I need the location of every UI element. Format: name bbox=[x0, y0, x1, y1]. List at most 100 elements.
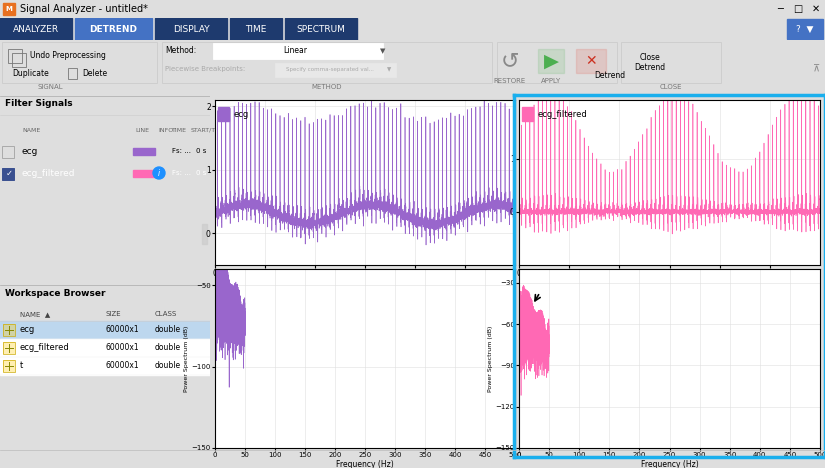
Bar bbox=[0, 321, 210, 339]
Text: Filter Signals: Filter Signals bbox=[5, 98, 73, 108]
Text: DISPLAY: DISPLAY bbox=[172, 24, 210, 34]
Bar bbox=[155, 18, 227, 40]
Text: Duplicate: Duplicate bbox=[12, 70, 49, 79]
Text: Signal Analyzer - untitled*: Signal Analyzer - untitled* bbox=[20, 4, 148, 14]
Bar bbox=[133, 148, 155, 155]
Text: double: double bbox=[155, 344, 182, 352]
Bar bbox=[787, 19, 823, 39]
Text: 0 s: 0 s bbox=[196, 170, 206, 176]
X-axis label: Time (s): Time (s) bbox=[350, 279, 380, 289]
Text: □: □ bbox=[794, 4, 803, 14]
Text: METHOD: METHOD bbox=[312, 84, 342, 90]
Bar bbox=[202, 224, 207, 244]
Text: ⊼: ⊼ bbox=[813, 63, 820, 73]
Bar bbox=[213, 43, 383, 59]
Bar bbox=[3, 342, 15, 354]
Text: CLOSE: CLOSE bbox=[660, 84, 682, 90]
Text: NAME: NAME bbox=[22, 127, 40, 132]
X-axis label: Frequency (Hz): Frequency (Hz) bbox=[336, 460, 394, 468]
Text: ✓: ✓ bbox=[6, 168, 12, 177]
X-axis label: Time (s): Time (s) bbox=[654, 279, 685, 289]
Text: Detrend: Detrend bbox=[634, 64, 666, 73]
Bar bbox=[2, 168, 14, 180]
Text: Close: Close bbox=[639, 53, 660, 63]
Text: ↺: ↺ bbox=[501, 51, 519, 71]
Bar bbox=[75, 18, 152, 40]
Text: ecg_filtered: ecg_filtered bbox=[537, 110, 587, 118]
Circle shape bbox=[153, 167, 165, 179]
Text: 60000x1: 60000x1 bbox=[105, 326, 139, 335]
Bar bbox=[0, 357, 210, 375]
Text: ANALYZER: ANALYZER bbox=[13, 24, 59, 34]
Bar bbox=[0, 18, 72, 40]
Text: ▼: ▼ bbox=[387, 67, 391, 73]
Bar bbox=[275, 63, 385, 77]
Text: ecg: ecg bbox=[22, 146, 39, 155]
Bar bbox=[162, 42, 492, 83]
Bar bbox=[0, 339, 210, 357]
Bar bbox=[522, 107, 533, 122]
Bar bbox=[68, 68, 77, 79]
Text: START/T: START/T bbox=[191, 127, 216, 132]
Text: Linear: Linear bbox=[283, 46, 307, 56]
Text: double: double bbox=[155, 361, 182, 371]
Text: ecg_filtered: ecg_filtered bbox=[22, 168, 76, 177]
Text: t: t bbox=[20, 361, 23, 371]
Text: APPLY: APPLY bbox=[541, 78, 561, 84]
Text: SIZE: SIZE bbox=[105, 311, 120, 317]
Y-axis label: Power Spectrum (dB): Power Spectrum (dB) bbox=[184, 325, 189, 392]
Bar bbox=[3, 360, 15, 372]
Bar bbox=[621, 42, 721, 83]
Text: TIME: TIME bbox=[172, 127, 187, 132]
Text: M: M bbox=[6, 6, 12, 12]
Bar bbox=[3, 360, 15, 372]
Text: ecg: ecg bbox=[20, 326, 35, 335]
Text: CLASS: CLASS bbox=[155, 311, 177, 317]
Text: Workspace Browser: Workspace Browser bbox=[5, 290, 106, 299]
Bar bbox=[3, 324, 15, 336]
Text: 0 s: 0 s bbox=[196, 148, 206, 154]
Text: ▶: ▶ bbox=[544, 51, 559, 71]
Text: SIGNAL: SIGNAL bbox=[37, 84, 63, 90]
Text: Fs: ...: Fs: ... bbox=[172, 148, 191, 154]
Bar bbox=[3, 342, 15, 354]
Text: Specify comma-separated val...: Specify comma-separated val... bbox=[286, 67, 374, 73]
Text: RESTORE: RESTORE bbox=[494, 78, 526, 84]
Bar bbox=[576, 49, 606, 73]
Text: LINE: LINE bbox=[135, 127, 149, 132]
Bar bbox=[12, 53, 26, 67]
Text: ─: ─ bbox=[777, 4, 783, 14]
Text: SPECTRUM: SPECTRUM bbox=[296, 24, 346, 34]
Text: ecg: ecg bbox=[233, 110, 248, 118]
X-axis label: Frequency (Hz): Frequency (Hz) bbox=[641, 460, 699, 468]
Text: INFO: INFO bbox=[158, 127, 173, 132]
Text: ✕: ✕ bbox=[585, 54, 596, 68]
Bar bbox=[497, 42, 617, 83]
Text: Fs: ...: Fs: ... bbox=[172, 170, 191, 176]
Bar bbox=[3, 3, 15, 15]
Bar bbox=[2, 42, 157, 83]
Text: ecg_filtered: ecg_filtered bbox=[20, 344, 70, 352]
Bar bbox=[8, 49, 22, 63]
Text: Method:: Method: bbox=[165, 46, 196, 56]
Text: Piecewise Breakpoints:: Piecewise Breakpoints: bbox=[165, 66, 245, 72]
Bar bbox=[133, 170, 155, 177]
Bar bbox=[230, 18, 282, 40]
Bar bbox=[218, 107, 229, 122]
Text: TIME: TIME bbox=[245, 24, 266, 34]
Text: ?  ▼: ? ▼ bbox=[796, 24, 813, 34]
Bar bbox=[285, 18, 357, 40]
Text: Delete: Delete bbox=[82, 70, 107, 79]
Text: Detrend: Detrend bbox=[595, 71, 625, 80]
Text: double: double bbox=[155, 326, 182, 335]
Text: NAME  ▲: NAME ▲ bbox=[20, 311, 50, 317]
Bar bbox=[538, 49, 564, 73]
Bar bbox=[382, 63, 396, 77]
Text: Undo Preprocessing: Undo Preprocessing bbox=[30, 51, 106, 60]
Text: 60000x1: 60000x1 bbox=[105, 344, 139, 352]
Bar bbox=[2, 146, 14, 158]
Bar bbox=[3, 324, 15, 336]
Text: 60000x1: 60000x1 bbox=[105, 361, 139, 371]
Text: i: i bbox=[158, 168, 160, 177]
Text: DETREND: DETREND bbox=[89, 24, 138, 34]
